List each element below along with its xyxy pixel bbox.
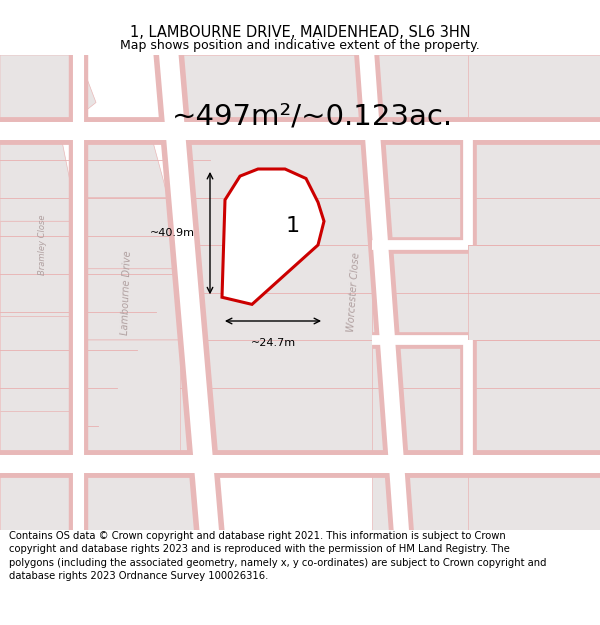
Polygon shape	[0, 221, 78, 316]
Polygon shape	[468, 245, 600, 340]
Polygon shape	[78, 269, 192, 340]
Text: Lambourne Drive: Lambourne Drive	[119, 250, 133, 335]
Polygon shape	[372, 245, 468, 340]
Text: Worcester Close: Worcester Close	[346, 253, 362, 332]
Polygon shape	[78, 340, 210, 464]
Polygon shape	[180, 55, 372, 131]
Polygon shape	[78, 131, 168, 198]
Polygon shape	[0, 131, 78, 221]
Polygon shape	[468, 55, 600, 131]
Text: ~40.9m: ~40.9m	[150, 228, 195, 238]
Text: Contains OS data © Crown copyright and database right 2021. This information is : Contains OS data © Crown copyright and d…	[9, 531, 547, 581]
Polygon shape	[372, 55, 468, 131]
Polygon shape	[0, 411, 78, 530]
Text: Map shows position and indicative extent of the property.: Map shows position and indicative extent…	[120, 39, 480, 52]
Text: 1: 1	[286, 216, 300, 236]
Polygon shape	[468, 131, 600, 245]
Polygon shape	[0, 316, 78, 411]
Text: ~24.7m: ~24.7m	[250, 338, 296, 348]
Text: ~497m²/~0.123ac.: ~497m²/~0.123ac.	[172, 102, 452, 131]
Polygon shape	[0, 55, 96, 131]
Polygon shape	[372, 340, 468, 464]
Polygon shape	[468, 340, 600, 464]
Polygon shape	[468, 464, 600, 530]
Polygon shape	[372, 464, 468, 530]
Polygon shape	[372, 131, 468, 245]
Polygon shape	[78, 198, 180, 269]
Polygon shape	[222, 169, 324, 304]
Polygon shape	[78, 464, 210, 530]
Polygon shape	[180, 131, 372, 464]
Text: 1, LAMBOURNE DRIVE, MAIDENHEAD, SL6 3HN: 1, LAMBOURNE DRIVE, MAIDENHEAD, SL6 3HN	[130, 25, 470, 40]
Text: Bramley Close: Bramley Close	[38, 215, 47, 275]
